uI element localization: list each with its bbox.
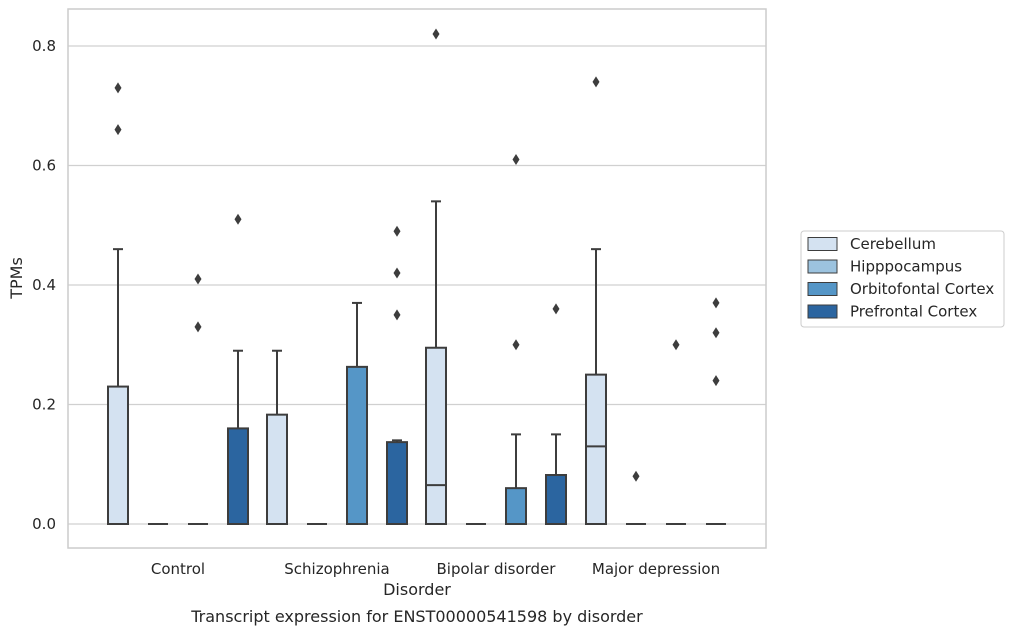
outlier-point	[393, 267, 401, 279]
outlier-point	[552, 303, 560, 315]
x-tick-label: Bipolar disorder	[437, 560, 557, 578]
outlier-point	[194, 321, 202, 333]
box-0-3	[585, 373, 607, 525]
chart-caption: Transcript expression for ENST0000054159…	[190, 607, 643, 626]
outlier-point	[114, 124, 122, 136]
outlier-point	[712, 327, 720, 339]
outlier-point	[393, 309, 401, 321]
outlier-point	[712, 297, 720, 309]
box-3-0	[227, 427, 249, 525]
outlier-point	[672, 339, 680, 351]
outlier-point	[592, 76, 600, 88]
outlier-point	[393, 225, 401, 237]
box-3-2	[545, 474, 567, 526]
y-tick-label: 0.6	[32, 157, 56, 175]
outlier-point	[512, 339, 520, 351]
outlier-point	[234, 213, 242, 225]
legend: Cerebellum Hipppocampus Orbitofontal Corte…	[800, 230, 1005, 328]
outlier-point	[512, 154, 520, 166]
legend-label: Prefrontal Cortex	[850, 303, 977, 321]
y-tick-label: 0.4	[32, 276, 56, 294]
x-tick-label: Schizophrenia	[284, 560, 389, 578]
y-axis-label: TPMs	[7, 257, 26, 300]
outlier-point	[194, 273, 202, 285]
outliers	[114, 28, 720, 482]
outlier-point	[712, 375, 720, 387]
outlier-point	[432, 28, 440, 40]
x-tick-label: Major depression	[592, 560, 720, 578]
box-2-2	[505, 487, 527, 525]
outlier-point	[632, 470, 640, 482]
legend-label: Hipppocampus	[850, 258, 962, 276]
y-axis-ticks: 0.0 0.2 0.4 0.6 0.8	[32, 37, 56, 533]
x-tick-label: Control	[151, 560, 205, 578]
legend-swatch	[807, 237, 838, 251]
box-0-0	[107, 385, 129, 526]
legend-label: Cerebellum	[850, 235, 936, 253]
legend-swatch	[807, 304, 838, 319]
legend-swatch	[807, 259, 838, 274]
legend-frame	[800, 230, 1005, 328]
box-0-2	[425, 346, 447, 525]
grid-lines	[68, 45, 766, 525]
legend-swatch	[807, 282, 838, 296]
boxes	[107, 200, 726, 526]
legend-label: Orbitofontal Cortex	[850, 280, 994, 298]
y-tick-label: 0.8	[32, 37, 56, 55]
x-axis-label: Disorder	[383, 580, 451, 599]
box-3-1	[386, 441, 408, 525]
plot-area-frame	[67, 8, 767, 549]
x-axis-ticks: Control Schizophrenia Bipolar disorder Majo…	[151, 560, 720, 578]
outlier-point	[114, 82, 122, 94]
box-2-1	[346, 365, 368, 526]
legend-entries: Cerebellum Hipppocampus Orbitofontal Corte…	[807, 235, 994, 321]
y-tick-label: 0.2	[32, 396, 56, 414]
y-tick-label: 0.0	[32, 515, 56, 533]
box-0-1	[266, 413, 288, 525]
